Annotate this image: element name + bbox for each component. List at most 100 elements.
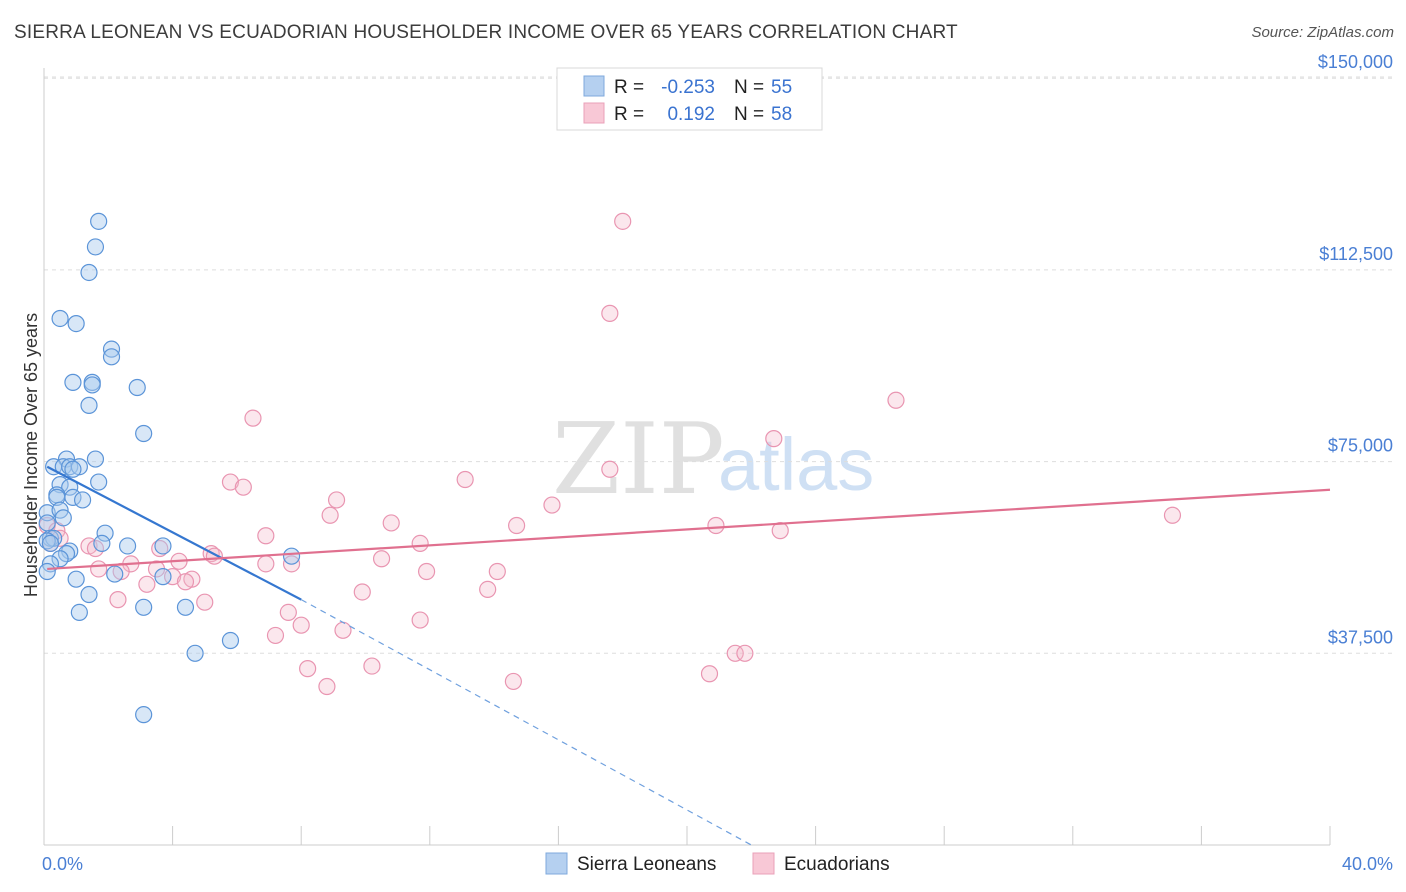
- sierra-leonean-point-44: [38, 562, 56, 581]
- legend-swatch-sierra-leoneans: [545, 852, 568, 875]
- y-tick-label-3: $150,000: [1318, 52, 1393, 72]
- sierra-leonean-point-10: [128, 378, 146, 397]
- ecuadorian-point-9: [327, 491, 346, 509]
- ecuadorian-point-51: [726, 644, 744, 662]
- ecuadorian-point-1: [601, 304, 619, 322]
- trend-line-sierra-leoneans-extension: [300, 599, 752, 846]
- ecuadorian-point-13: [382, 514, 400, 532]
- ecuadorian-point-15: [707, 516, 725, 535]
- ecuadorian-point-14: [508, 516, 526, 535]
- ecuadorian-point-36: [417, 562, 436, 581]
- ecuadorian-point-40: [176, 573, 195, 591]
- ecuadorian-point-47: [411, 611, 429, 629]
- sierra-leonean-point-50: [176, 598, 195, 616]
- ecuadorian-point-28: [372, 550, 391, 568]
- ecuadorian-point-3: [244, 409, 262, 427]
- legend-r-label-2: R =: [614, 104, 644, 125]
- sierra-leonean-point-25: [64, 488, 82, 506]
- sierra-leonean-point-29: [54, 509, 72, 527]
- sierra-leonean-point-27: [38, 504, 56, 522]
- ecuadorian-point-42: [353, 583, 371, 601]
- ecuadorian-point-44: [109, 591, 127, 609]
- y-tick-label-1: $75,000: [1328, 436, 1393, 456]
- sierra-leonean-point-49: [135, 598, 153, 616]
- x-tick-label-max: 40.0%: [1342, 854, 1393, 874]
- ecuadorian-point-0: [614, 212, 632, 230]
- sierra-leonean-point-20: [90, 473, 108, 491]
- chart-title: SIERRA LEONEAN VS ECUADORIAN HOUSEHOLDER…: [14, 22, 958, 43]
- ecuadorian-point-21: [411, 534, 429, 553]
- ecuadorian-point-43: [479, 580, 497, 599]
- sierra-leonean-point-46: [67, 570, 85, 588]
- sierra-leonean-point-31: [96, 524, 114, 542]
- y-axis-tick-labels: $37,500 $75,000 $112,500 $150,000: [1318, 52, 1393, 647]
- trend-lines: [46, 465, 1331, 846]
- trend-line-ecuadorians: [47, 488, 1331, 571]
- sierra-leonean-point-6: [102, 348, 121, 366]
- ecuadorian-point-11: [321, 506, 339, 524]
- ecuadorian-point-7: [221, 473, 240, 491]
- ecuadorian-point-53: [299, 660, 317, 678]
- sierra-leonean-point-42: [282, 547, 301, 565]
- sierra-leonean-point-41: [154, 537, 172, 555]
- ecuadorian-point-5: [601, 460, 619, 478]
- sierra-leonean-point-45: [106, 565, 124, 583]
- y-tick-label-0: $37,500: [1328, 627, 1393, 647]
- legend-n-label-2: N =: [734, 104, 764, 125]
- ecuadorian-point-54: [363, 657, 381, 675]
- sierra-leonean-point-54: [135, 706, 153, 724]
- y-tick-label-2: $112,500: [1319, 244, 1393, 264]
- sierra-leonean-point-2: [80, 263, 98, 282]
- x-tick-label-min: 0.0%: [42, 854, 83, 874]
- sierra-leonean-point-37: [118, 537, 137, 555]
- sierra-leonean-point-3: [51, 309, 69, 328]
- sierra-leonean-point-34: [38, 532, 56, 550]
- sierra-leonean-point-0: [90, 212, 108, 230]
- watermark: ZIP atlas: [552, 403, 874, 517]
- ecuadorian-point-56: [318, 677, 336, 696]
- legend-n-value-1: 55: [771, 77, 792, 98]
- series-legend: Sierra Leoneans Ecuadorians: [545, 852, 890, 875]
- sierra-leonean-point-11: [80, 396, 98, 414]
- legend-r-value-1: -0.253: [661, 77, 715, 98]
- ecuadorian-point-37: [488, 562, 506, 581]
- sierra-leonean-point-17: [61, 458, 79, 476]
- ecuadorian-point-41: [138, 575, 156, 593]
- ecuadorian-point-55: [700, 665, 719, 683]
- watermark-zip: ZIP: [552, 403, 725, 517]
- ecuadorian-point-46: [279, 603, 297, 622]
- gridlines: [44, 76, 1394, 654]
- ecuadorian-point-6: [456, 470, 474, 489]
- sierra-leonean-point-19: [64, 460, 82, 478]
- sierra-leonean-point-7: [64, 373, 82, 391]
- legend-n-label-1: N =: [734, 77, 764, 98]
- ecuadorian-point-4: [765, 430, 783, 448]
- ecuadorian-point-12: [1163, 506, 1182, 524]
- chart-source: Source: ZipAtlas.com: [1251, 24, 1394, 41]
- legend-swatch-pink: [583, 102, 605, 124]
- series-sierra-leoneans: [38, 212, 301, 724]
- ecuadorian-point-45: [196, 593, 214, 611]
- ecuadorian-point-57: [504, 672, 522, 691]
- ecuadorian-point-48: [292, 616, 310, 634]
- ecuadorian-point-25: [151, 539, 169, 558]
- watermark-atlas: atlas: [718, 423, 874, 506]
- legend-n-value-2: 58: [771, 104, 792, 125]
- sierra-leonean-point-21: [51, 476, 69, 494]
- legend-r-value-2: 0.192: [667, 104, 715, 125]
- ecuadorian-point-18: [51, 529, 69, 547]
- ecuadorian-point-39: [164, 568, 182, 586]
- legend-label-ecuadorians: Ecuadorians: [784, 854, 890, 875]
- sierra-leonean-point-14: [86, 450, 105, 468]
- sierra-leonean-point-53: [186, 644, 204, 662]
- sierra-leonean-point-26: [73, 491, 92, 509]
- legend-swatch-ecuadorians: [752, 852, 775, 875]
- sierra-leonean-point-30: [38, 514, 56, 532]
- sierra-leonean-point-9: [83, 376, 101, 394]
- ecuadorian-point-31: [257, 555, 275, 573]
- x-axis-ticks: [43, 826, 1331, 845]
- sierra-leonean-point-51: [70, 603, 88, 622]
- ecuadorian-point-2: [887, 391, 905, 409]
- sierra-leonean-point-40: [51, 550, 69, 568]
